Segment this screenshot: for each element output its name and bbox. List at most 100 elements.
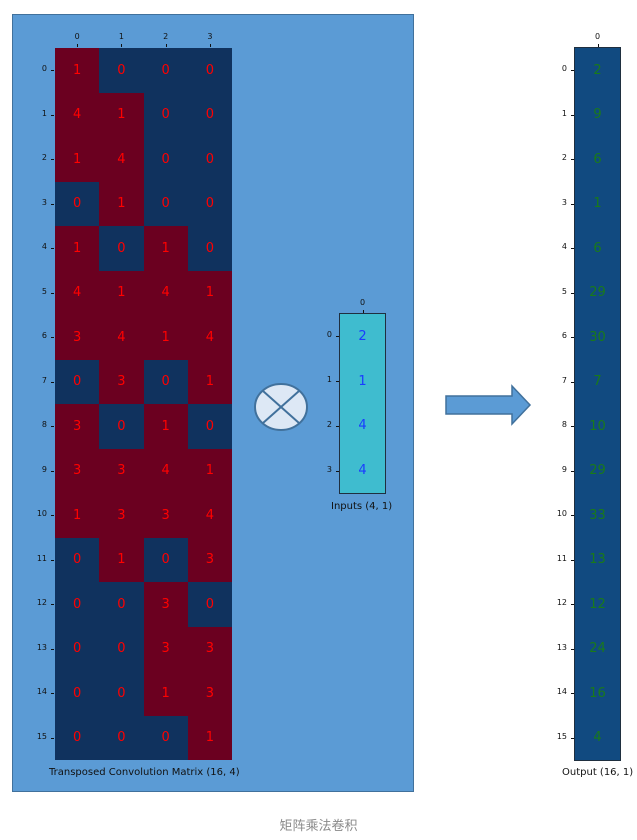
matrix-col-label: 2: [163, 32, 169, 41]
matrix-cell: 4: [187, 493, 232, 538]
inputs-row-tick: [336, 381, 339, 383]
output-row-tick: [571, 648, 574, 650]
matrix-col-tick: [209, 44, 211, 47]
matrix-col-tick: [165, 44, 167, 47]
matrix-cell: 0: [143, 92, 188, 137]
matrix-cell: 1: [99, 537, 144, 582]
matrix-row-tick: [51, 737, 54, 739]
matrix-row-label: 0: [41, 64, 47, 74]
matrix-row-tick: [51, 337, 54, 339]
matrix-cell: 3: [187, 626, 232, 671]
inputs-row-label: 0: [326, 330, 332, 340]
matrix-cell: 0: [187, 92, 232, 137]
inputs-cell: 2: [340, 314, 385, 359]
output-cell: 9: [575, 92, 620, 137]
right-arrow-icon: [445, 384, 532, 426]
output-cell: 29: [575, 270, 620, 315]
matrix-row-label: 2: [41, 153, 47, 163]
output-row-label: 14: [556, 687, 567, 697]
matrix-row-label: 13: [36, 642, 47, 652]
output-row-tick: [571, 159, 574, 161]
inputs-row-tick: [336, 470, 339, 472]
output-row-label: 6: [561, 331, 567, 341]
matrix-col-label: 1: [118, 32, 124, 41]
matrix-cell: 1: [187, 359, 232, 404]
inputs-row-tick: [336, 425, 339, 427]
circled-times-icon: [254, 383, 308, 431]
matrix-cell: 0: [99, 226, 144, 271]
output-row-tick: [571, 203, 574, 205]
matrix-cell: 0: [187, 48, 232, 93]
matrix-cell: 3: [55, 315, 100, 360]
matrix-row-label: 1: [41, 108, 47, 118]
output-row-tick: [571, 737, 574, 739]
matrix-cell: 1: [55, 226, 100, 271]
output-row-tick: [571, 426, 574, 428]
matrix-row-label: 5: [41, 286, 47, 296]
output-row-label: 13: [556, 642, 567, 652]
output-row-label: 5: [561, 286, 567, 296]
matrix-cell: 4: [55, 270, 100, 315]
matrix-cell: 1: [99, 92, 144, 137]
matrix-cell: 3: [143, 582, 188, 627]
matrix-cell: 1: [143, 404, 188, 449]
matrix-cell: 0: [55, 626, 100, 671]
figure-caption: 矩阵乘法卷积: [279, 819, 358, 834]
matrix-row-label: 10: [36, 509, 47, 519]
matrix-cell: 0: [143, 181, 188, 226]
matrix-cell: 0: [143, 715, 188, 760]
output-row-tick: [571, 70, 574, 72]
matrix-row-label: 3: [41, 197, 47, 207]
output-row-label: 1: [561, 108, 567, 118]
output-cell: 24: [575, 626, 620, 671]
matrix-cell: 1: [143, 226, 188, 271]
matrix-cell: 0: [99, 404, 144, 449]
output-row-tick: [571, 515, 574, 517]
inputs-col-label: 0: [359, 298, 366, 307]
output-row-label: 15: [556, 731, 567, 741]
matrix-cell: 0: [187, 582, 232, 627]
inputs-col-tick: [362, 310, 364, 313]
output-row-tick: [571, 604, 574, 606]
matrix-cell: 3: [55, 404, 100, 449]
matrix-cell: 4: [99, 137, 144, 182]
output-cell: 13: [575, 537, 620, 582]
matrix-row-label: 4: [41, 242, 47, 252]
inputs-cell: 4: [340, 448, 385, 493]
matrix-col-label: 0: [74, 32, 80, 41]
matrix-row-label: 15: [36, 731, 47, 741]
matrix-cell: 1: [143, 671, 188, 716]
output-row-label: 4: [561, 242, 567, 252]
matrix-cell: 0: [55, 181, 100, 226]
matrix-row-tick: [51, 114, 54, 116]
matrix-caption: Transposed Convolution Matrix (16, 4): [49, 767, 240, 778]
matrix-cell: 0: [143, 137, 188, 182]
inputs-row-label: 1: [326, 375, 332, 385]
matrix-cell: 0: [99, 582, 144, 627]
matrix-cell: 0: [143, 359, 188, 404]
matrix-cell: 0: [187, 137, 232, 182]
matrix-cell: 4: [143, 448, 188, 493]
matrix-cell: 3: [143, 493, 188, 538]
matrix-row-label: 11: [36, 553, 47, 563]
output-cell: 30: [575, 315, 620, 360]
output-cell: 7: [575, 359, 620, 404]
inputs-caption: Inputs (4, 1): [331, 501, 393, 512]
output-row-label: 0: [561, 64, 567, 74]
matrix-cell: 3: [187, 671, 232, 716]
output-row-label: 7: [561, 375, 567, 385]
output-row-tick: [571, 337, 574, 339]
matrix-col-label: 3: [207, 32, 213, 41]
matrix-row-label: 9: [41, 464, 47, 474]
matrix-cell: 0: [55, 537, 100, 582]
output-row-label: 12: [556, 598, 567, 608]
matrix-cell: 4: [99, 315, 144, 360]
output-row-tick: [571, 381, 574, 383]
matrix-row-tick: [51, 381, 54, 383]
matrix-cell: 0: [99, 48, 144, 93]
matrix-cell: 0: [143, 48, 188, 93]
matrix-cell: 1: [187, 715, 232, 760]
matrix-cell: 0: [99, 671, 144, 716]
matrix-row-label: 7: [41, 375, 47, 385]
